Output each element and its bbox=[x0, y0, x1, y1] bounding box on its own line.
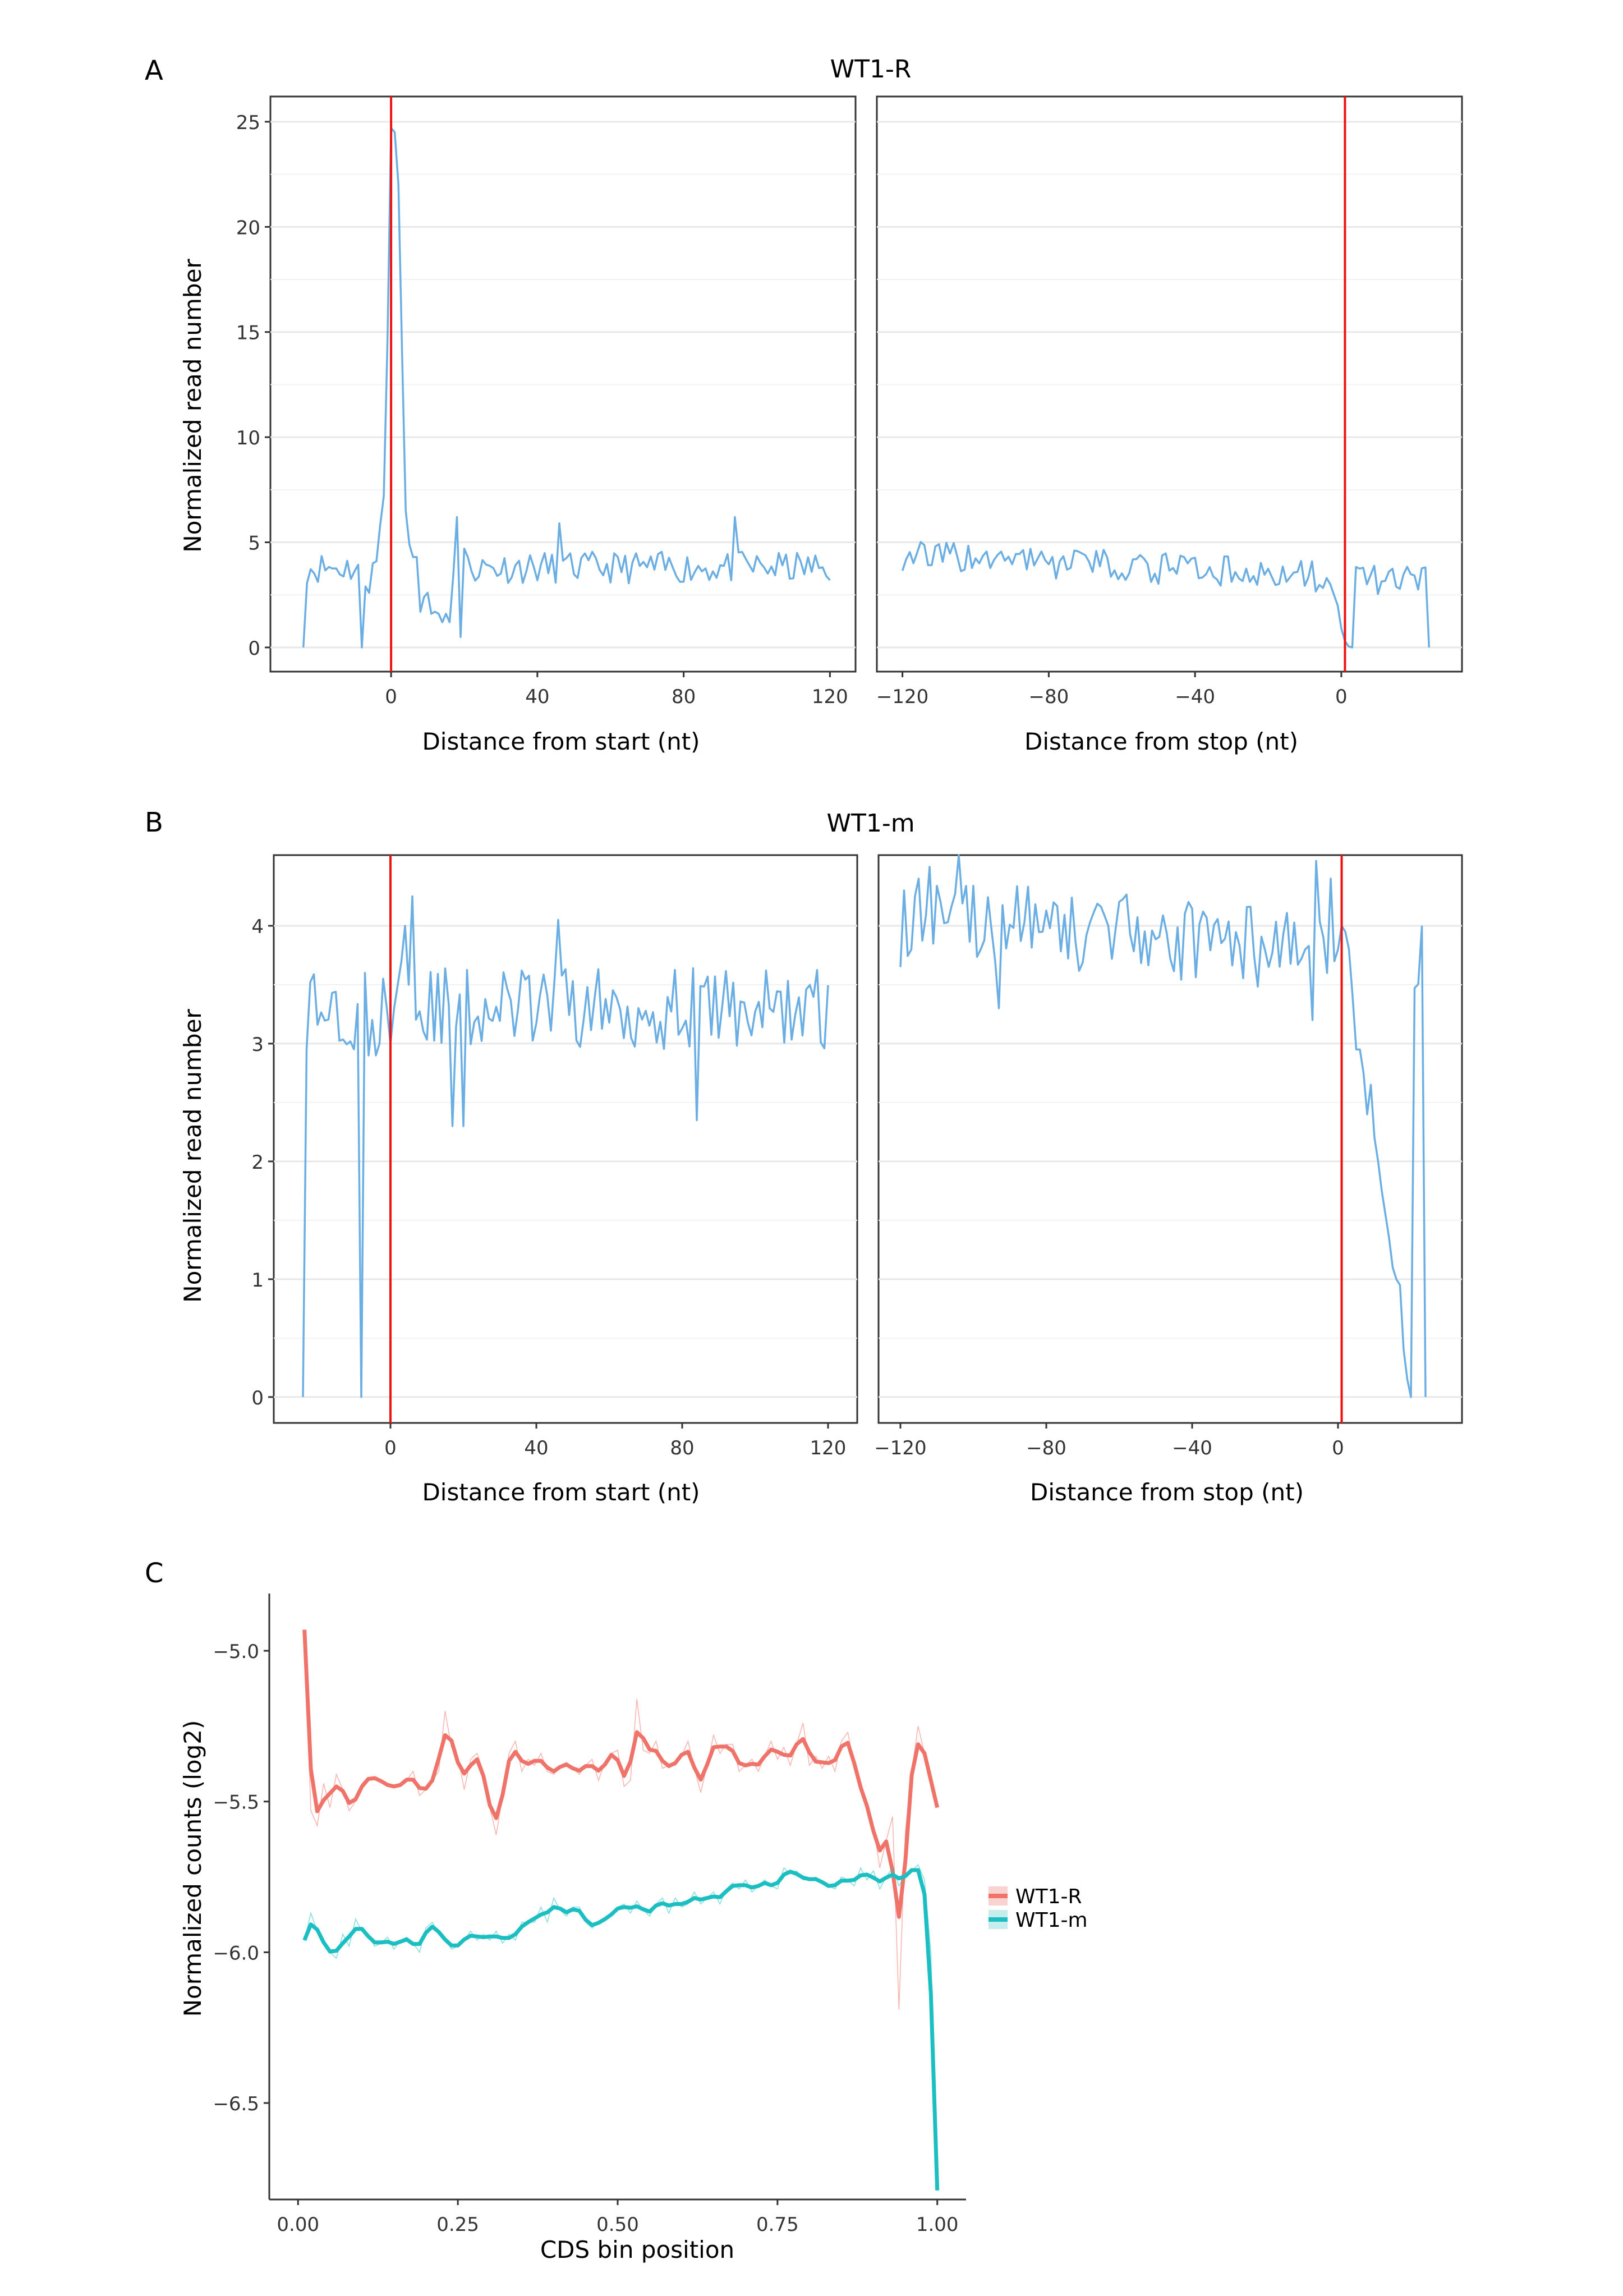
y-tick-label: −5.5 bbox=[213, 1792, 259, 1814]
x-tick-label: 0 bbox=[385, 686, 397, 708]
x-tick-label: 80 bbox=[670, 1437, 694, 1459]
legend: WT1-R WT1-m bbox=[988, 1885, 1088, 1932]
panel-b-stop-xlabel: Distance from stop (nt) bbox=[1030, 1478, 1304, 1506]
y-tick-label: −6.5 bbox=[213, 2093, 259, 2115]
panel-b-start-plot bbox=[273, 854, 858, 1424]
y-tick-label: −6.0 bbox=[213, 1942, 259, 1964]
panel-b-start-marks: 0 40 80 120 bbox=[274, 855, 857, 1459]
x-tick-label: −120 bbox=[874, 1437, 926, 1459]
panel-label-a: A bbox=[145, 55, 163, 86]
series-line-WT1-m bbox=[302, 1868, 940, 2191]
panel-a-stop-marks: −120 −80 −40 0 bbox=[876, 97, 1462, 708]
x-tick-label: −80 bbox=[1026, 1437, 1066, 1459]
panel-a-yticks: 0 5 10 15 20 25 bbox=[236, 112, 270, 660]
y-tick-label: 4 bbox=[251, 916, 264, 938]
y-tick-label: 0 bbox=[248, 637, 260, 660]
panel-a-ylabel: Normalized read number bbox=[179, 259, 206, 553]
panel-b-title: WT1-m bbox=[826, 809, 914, 838]
panel-b-start-xlabel: Distance from start (nt) bbox=[422, 1478, 700, 1506]
panel-c-marks: −5.0 −5.5 −6.0 −6.5 0.00 0.25 0.50 0.75 1.00 bbox=[213, 1629, 959, 2236]
panel-b: WT1-m Normalized read number 0 1 2 3 4 0 40 80… bbox=[179, 809, 1463, 1506]
series-line bbox=[899, 854, 1427, 1398]
x-tick-label: −40 bbox=[1172, 1437, 1212, 1459]
x-tick-label: 0.50 bbox=[596, 2214, 639, 2236]
x-tick-label: 40 bbox=[524, 1437, 548, 1459]
series-line bbox=[901, 541, 1431, 649]
y-tick-label: 5 bbox=[248, 532, 260, 555]
panel-c-xlabel: CDS bin position bbox=[540, 2236, 734, 2263]
x-tick-label: 0.25 bbox=[436, 2214, 479, 2236]
x-tick-label: −120 bbox=[876, 686, 928, 708]
x-tick-label: 80 bbox=[672, 686, 696, 708]
series-raw-WT1-R bbox=[304, 1629, 938, 2010]
panel-a-start-marks: 0 40 80 120 bbox=[270, 97, 856, 708]
series-line-WT1-R bbox=[302, 1629, 940, 1919]
panel-b-stop-marks: −120 −80 −40 0 bbox=[874, 854, 1462, 1459]
x-tick-label: 0 bbox=[1335, 686, 1348, 708]
panel-c-ylabel: Normalized counts (log2) bbox=[179, 1720, 206, 2017]
y-tick-label: 0 bbox=[251, 1387, 264, 1409]
y-tick-label: −5.0 bbox=[213, 1641, 259, 1663]
panel-c: Normalized counts (log2) −5.0 −5.5 −6.0 −6.… bbox=[179, 1594, 1088, 2263]
y-tick-label: 1 bbox=[251, 1269, 264, 1292]
x-tick-label: 0 bbox=[384, 1437, 397, 1459]
y-tick-label: 20 bbox=[236, 217, 260, 239]
legend-label-wt1-m: WT1-m bbox=[1015, 1909, 1088, 1932]
x-tick-label: 40 bbox=[525, 686, 549, 708]
panel-a-stop-xlabel: Distance from stop (nt) bbox=[1024, 728, 1298, 755]
y-tick-label: 25 bbox=[236, 112, 260, 134]
y-tick-label: 15 bbox=[236, 322, 260, 345]
panel-label-b: B bbox=[145, 807, 163, 838]
x-tick-label: 0 bbox=[1332, 1437, 1344, 1459]
x-tick-label: 0.00 bbox=[277, 2214, 319, 2236]
panel-a: WT1-R Normalized read number 0510152025 … bbox=[179, 55, 1463, 755]
series-raw-WT1-m bbox=[304, 1864, 938, 2191]
y-tick-label: 3 bbox=[251, 1034, 264, 1056]
panel-b-yticks: 0 1 2 3 4 bbox=[251, 916, 274, 1409]
x-tick-label: −80 bbox=[1028, 686, 1069, 708]
legend-label-wt1-r: WT1-R bbox=[1015, 1885, 1082, 1908]
panel-label-c: C bbox=[145, 1558, 164, 1589]
x-tick-label: −40 bbox=[1175, 686, 1215, 708]
x-tick-label: 0.75 bbox=[756, 2214, 799, 2236]
panel-a-title: WT1-R bbox=[830, 55, 912, 84]
x-tick-label: 120 bbox=[812, 686, 848, 708]
x-tick-label: 1.00 bbox=[916, 2214, 959, 2236]
x-tick-label: 120 bbox=[810, 1437, 847, 1459]
y-tick-label: 10 bbox=[236, 427, 260, 449]
panel-a-start-xlabel: Distance from start (nt) bbox=[422, 728, 700, 755]
panel-b-ylabel: Normalized read number bbox=[179, 1009, 206, 1303]
y-tick-label: 2 bbox=[251, 1151, 264, 1174]
